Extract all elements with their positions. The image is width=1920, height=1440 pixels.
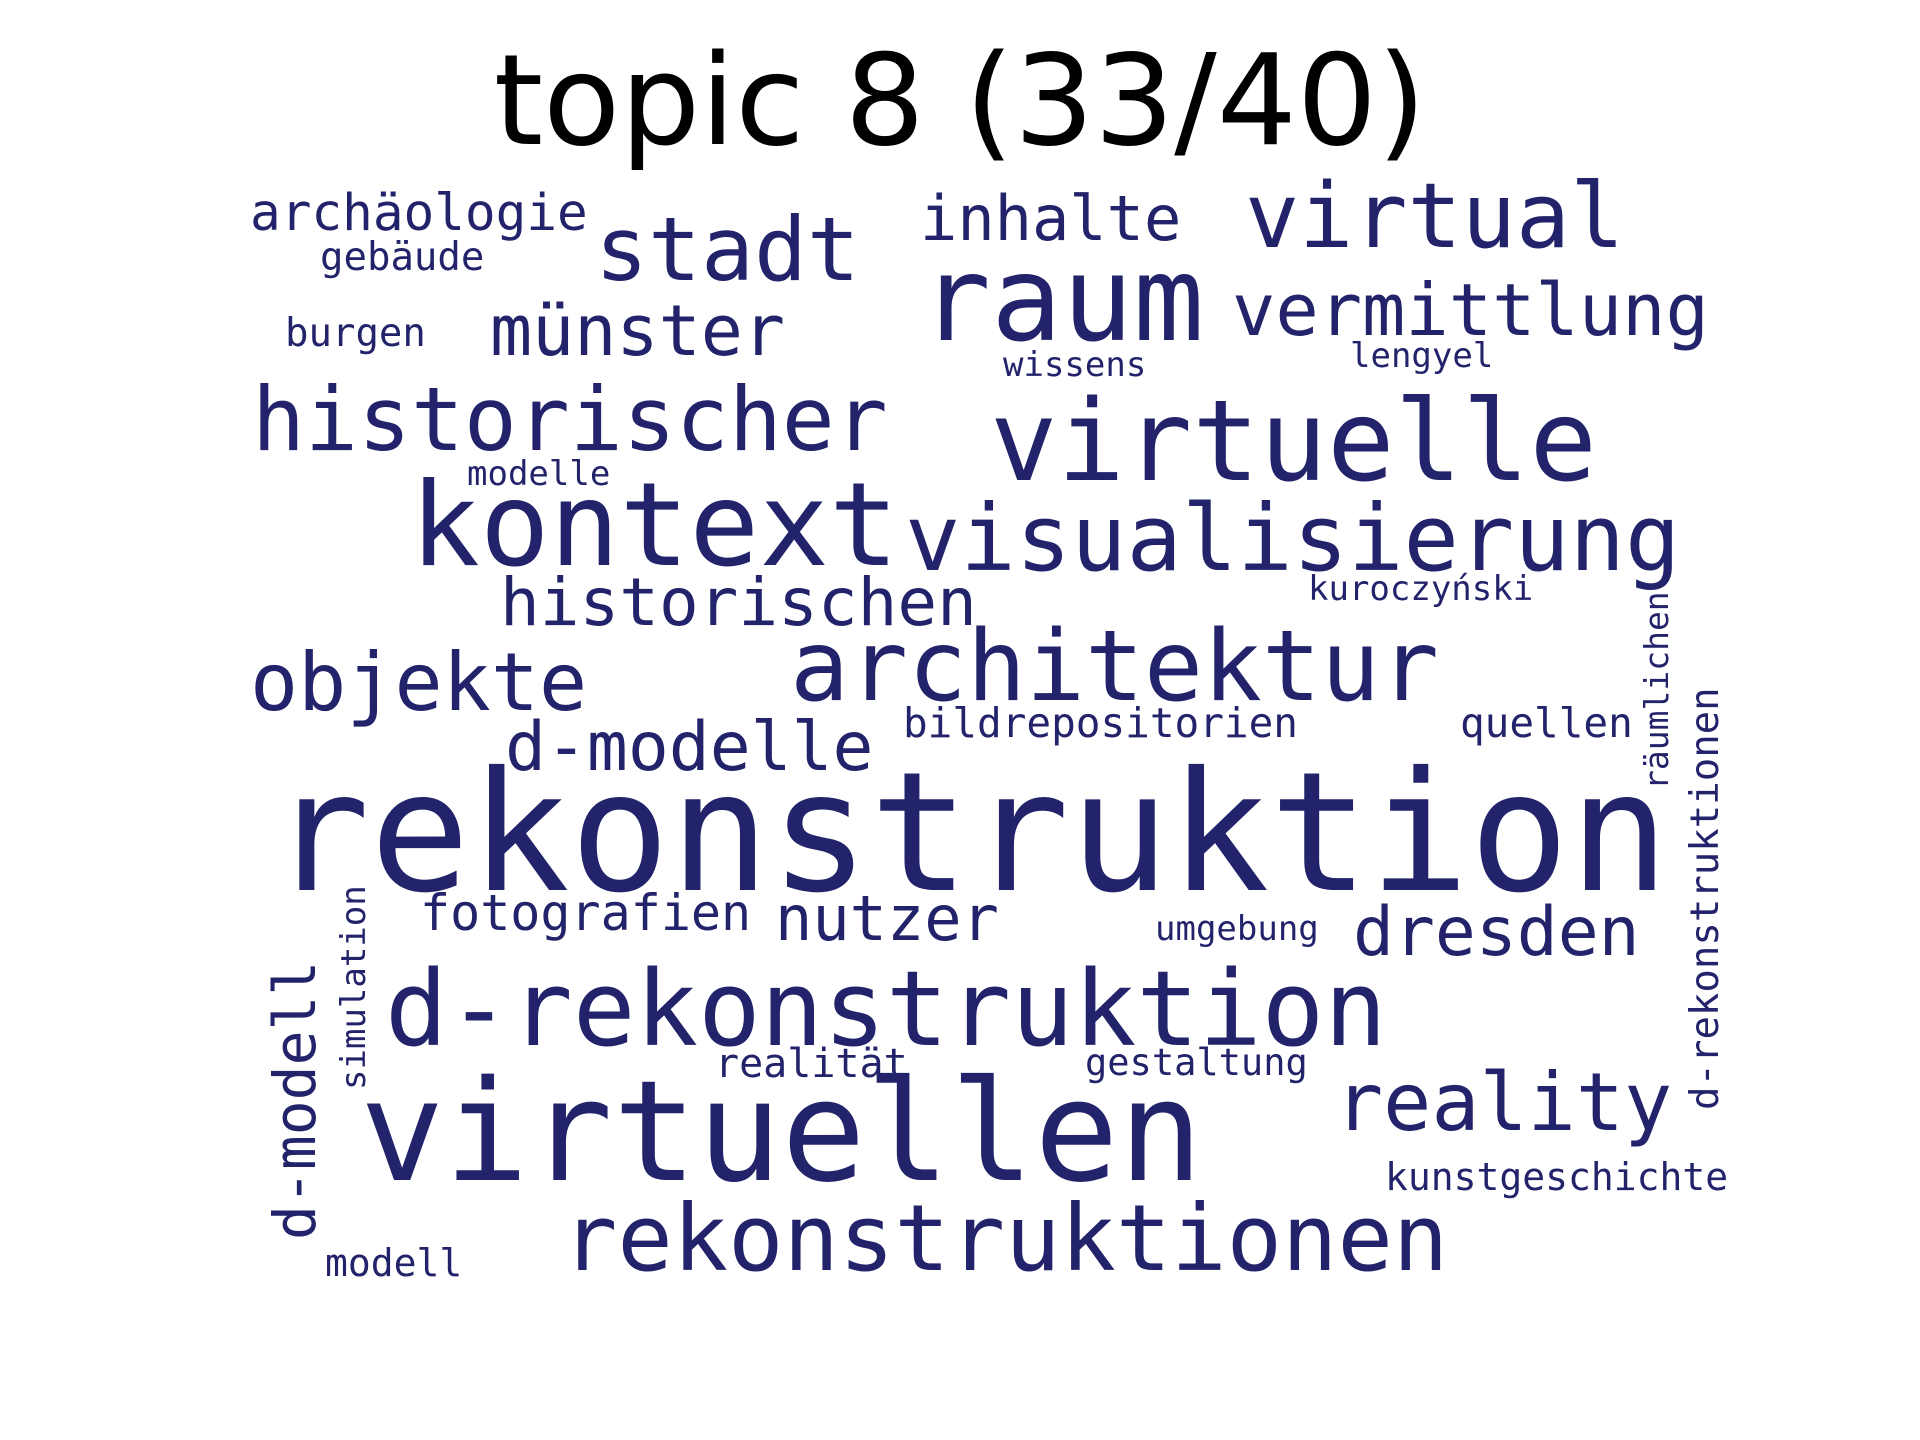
word-d-rekonstruktion: d-rekonstruktion bbox=[385, 948, 1387, 1070]
word-simulation: simulation bbox=[334, 885, 374, 1090]
word-münster: münster bbox=[490, 290, 785, 372]
word-historischen: historischen bbox=[500, 564, 977, 641]
word-kontext: kontext bbox=[410, 458, 899, 593]
word-cloud-title: topic 8 (33/40) bbox=[493, 27, 1427, 174]
word-virtuelle: virtuelle bbox=[990, 377, 1597, 507]
word-visualisierung: visualisierung bbox=[905, 485, 1680, 592]
word-modell: modell bbox=[325, 1241, 462, 1285]
word-archäologie: archäologie bbox=[250, 184, 588, 243]
word-wissens: wissens bbox=[1003, 345, 1146, 385]
word-rekonstruktionen: rekonstruktionen bbox=[562, 1185, 1448, 1292]
word-kunstgeschichte: kunstgeschichte bbox=[1385, 1155, 1728, 1199]
word-d-rekonstruktionen: d-rekonstruktionen bbox=[1683, 687, 1728, 1110]
word-dresden: dresden bbox=[1353, 893, 1640, 972]
word-nutzer: nutzer bbox=[775, 882, 999, 955]
word-stadt: stadt bbox=[595, 198, 860, 301]
word-d-modell: d-modell bbox=[261, 961, 329, 1240]
word-gebäude: gebäude bbox=[320, 235, 484, 280]
word-inhalte: inhalte bbox=[920, 182, 1181, 255]
word-raum: raum bbox=[920, 230, 1204, 368]
word-objekte: objekte bbox=[250, 636, 587, 729]
word-lengyel: lengyel bbox=[1350, 336, 1493, 376]
word-virtuellen: virtuellen bbox=[360, 1051, 1203, 1214]
word-kuroczyński: kuroczyński bbox=[1308, 569, 1533, 609]
word-burgen: burgen bbox=[285, 311, 426, 356]
word-bildrepositorien: bildrepositorien bbox=[903, 699, 1298, 747]
word-d-modelle: d-modelle bbox=[505, 708, 873, 787]
word-gestaltung: gestaltung bbox=[1085, 1041, 1308, 1084]
word-modelle: modelle bbox=[467, 454, 610, 494]
word-historischer: historischer bbox=[252, 368, 888, 471]
word-vermittlung: vermittlung bbox=[1232, 268, 1709, 352]
word-räumlichen: räumlichen bbox=[1637, 591, 1676, 790]
word-realität: realität bbox=[715, 1041, 908, 1087]
word-fotografien: fotografien bbox=[420, 884, 751, 942]
word-architektur: architektur bbox=[790, 610, 1439, 724]
word-rekonstruktion: rekonstruktion bbox=[270, 737, 1669, 930]
word-reality: reality bbox=[1335, 1056, 1672, 1149]
word-umgebung: umgebung bbox=[1155, 909, 1319, 949]
word-virtual: virtual bbox=[1245, 164, 1624, 269]
word-quellen: quellen bbox=[1460, 699, 1633, 747]
